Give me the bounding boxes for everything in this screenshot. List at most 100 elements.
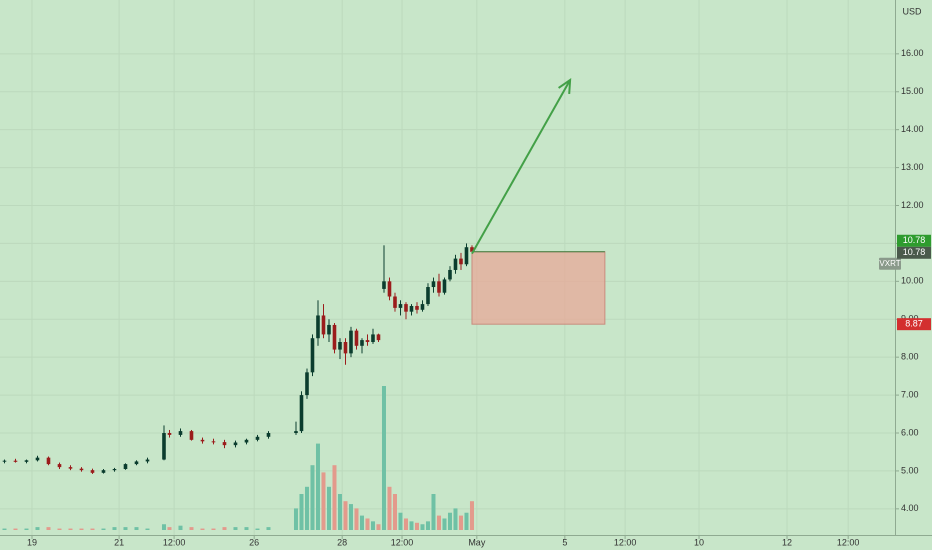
- candle-body: [310, 338, 315, 373]
- trend-arrow: [471, 79, 571, 255]
- volume-bar: [464, 512, 469, 530]
- candle-body: [101, 470, 106, 473]
- y-tick-label: 6.00: [901, 427, 919, 437]
- volume-bar: [414, 522, 419, 530]
- volume-bar: [24, 528, 29, 530]
- x-tick-label: May: [468, 537, 486, 547]
- candle-body: [470, 247, 474, 252]
- volume-bar: [420, 524, 425, 530]
- volume-bar: [370, 521, 375, 530]
- volume-bar: [403, 518, 408, 530]
- candle-body: [453, 258, 458, 270]
- x-tick-label: 28: [337, 537, 347, 547]
- volume-bar: [211, 528, 216, 530]
- volume-bar: [145, 528, 150, 530]
- currency-label: USD: [902, 6, 922, 16]
- candle-body: [266, 433, 271, 437]
- last-price-label: 10.78: [903, 247, 926, 257]
- candle-body: [343, 342, 348, 354]
- volume-bar: [200, 528, 205, 530]
- volume-bar: [161, 524, 166, 530]
- volume-bar: [315, 443, 320, 530]
- volume-bar: [134, 527, 139, 530]
- volume-bar: [35, 527, 40, 530]
- volume-bar: [189, 527, 194, 530]
- x-tick-label: 12:00: [163, 537, 186, 547]
- volume-bar: [222, 527, 227, 530]
- y-tick-label: 13.00: [901, 162, 924, 172]
- x-tick-label: 19: [27, 537, 37, 547]
- volume-bar: [2, 528, 7, 530]
- volume-bar: [458, 515, 463, 530]
- candle-body: [393, 296, 397, 308]
- x-tick-label: 26: [249, 537, 259, 547]
- zone-price-tag: [897, 234, 931, 247]
- candle-body: [305, 372, 309, 396]
- candle-body: [24, 460, 29, 462]
- candle-body: [349, 330, 353, 354]
- y-tick-label: 12.00: [901, 200, 924, 210]
- last-price-tag: [897, 246, 931, 259]
- volume-bar: [365, 518, 370, 530]
- x-tick-label: 12:00: [614, 537, 637, 547]
- candle-body: [431, 281, 436, 288]
- volume-bar: [178, 525, 183, 530]
- volume-bar: [299, 494, 304, 530]
- x-tick-label: 21: [114, 537, 124, 547]
- candle-body: [167, 433, 172, 435]
- candle-body: [338, 342, 342, 350]
- candle-body: [112, 469, 117, 471]
- candle-body: [448, 269, 452, 280]
- candle-body: [365, 340, 370, 343]
- candle-body: [79, 468, 84, 471]
- candle-body: [371, 334, 375, 343]
- volume-bar: [381, 386, 386, 530]
- y-tick-label: 10.00: [901, 276, 924, 286]
- volume-bar: [101, 528, 106, 530]
- symbol-label: VXRT: [879, 259, 900, 268]
- candle-body: [409, 305, 414, 312]
- candle-body: [46, 457, 51, 465]
- x-tick-label: 10: [694, 537, 704, 547]
- volume-bar: [266, 527, 271, 530]
- volume-bar: [233, 527, 238, 530]
- volume-bar: [343, 501, 348, 530]
- volume-bar: [392, 494, 397, 530]
- volume-bar: [376, 524, 381, 530]
- x-tick-label: 12:00: [837, 537, 860, 547]
- volume-bar: [359, 515, 364, 530]
- x-tick-label: 12:00: [391, 537, 414, 547]
- candle-body: [437, 281, 441, 293]
- volume-bar: [304, 486, 309, 530]
- candle-body: [189, 431, 194, 440]
- candle-body: [459, 258, 463, 265]
- arrow-head: [558, 78, 572, 95]
- volume-bar: [310, 465, 315, 530]
- candle-body: [316, 315, 320, 339]
- volume-bar: [436, 515, 441, 530]
- candle-body: [90, 470, 95, 473]
- candle-body: [404, 304, 408, 312]
- volume-bar: [332, 465, 337, 530]
- candle-body: [145, 459, 150, 462]
- candle-body: [387, 281, 392, 297]
- volume-bar: [447, 512, 452, 530]
- volume-bar: [13, 528, 18, 530]
- volume-bar: [321, 472, 326, 530]
- volume-bar: [167, 527, 172, 530]
- x-tick-label: 5: [562, 537, 567, 547]
- candle-body: [233, 442, 238, 446]
- candle-body: [178, 431, 183, 435]
- volume-bar: [46, 527, 51, 530]
- y-tick-label: 5.00: [901, 465, 919, 475]
- volume-bar: [57, 528, 62, 530]
- candle-body: [420, 304, 425, 310]
- candle-body: [200, 439, 205, 442]
- volume-bar: [326, 486, 331, 530]
- candle-body: [426, 287, 430, 305]
- candle-body: [162, 433, 166, 460]
- candle-body: [211, 441, 216, 443]
- symbol-tag: [879, 257, 901, 270]
- volume-bar: [354, 508, 359, 530]
